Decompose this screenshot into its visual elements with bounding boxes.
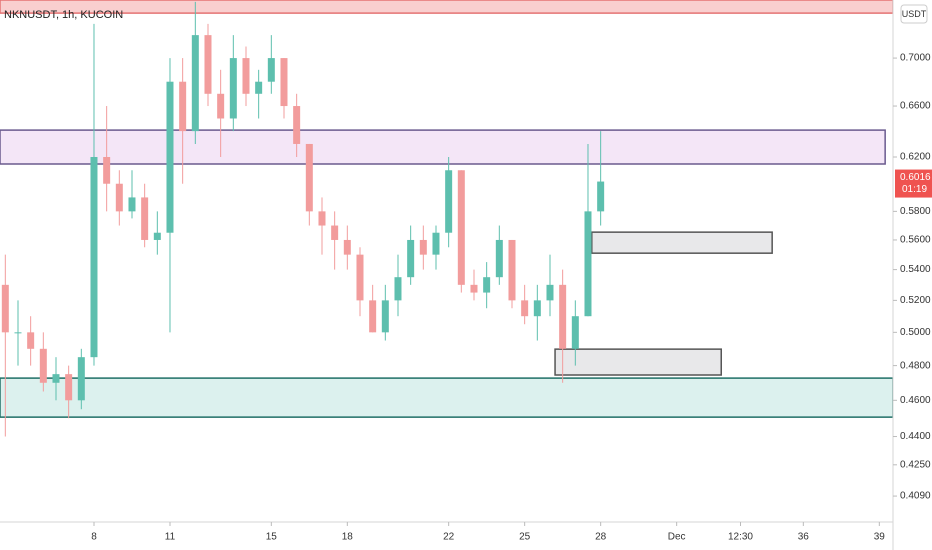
candle-body: [597, 181, 605, 212]
candle-body: [571, 316, 579, 349]
axes: 0.4090 0.4250 0.4400 0.4600 0.4800 0.5000 0.52…: [91, 53, 931, 543]
candle-body: [394, 277, 402, 301]
candle-body: [39, 348, 47, 383]
candle-body: [280, 58, 288, 107]
candle-body: [457, 170, 465, 285]
candle-body: [483, 277, 491, 293]
candle-body: [356, 254, 364, 301]
candle-body: [293, 106, 301, 144]
candle-body: [255, 81, 263, 94]
candle-body: [191, 35, 199, 132]
candle-body: [508, 239, 516, 301]
candle-body: [141, 197, 149, 240]
y-tick-label: 0.4800: [900, 360, 931, 371]
candle-body: [27, 332, 35, 349]
y-tick-label: 0.5200: [900, 295, 931, 306]
currency-badge: [900, 4, 928, 24]
y-tick-label: 0.5600: [900, 235, 931, 246]
candle-body: [305, 143, 313, 212]
x-tick-label: 18: [342, 532, 354, 543]
chart-title: NKNUSDT, 1h, KUCOIN: [4, 9, 123, 21]
y-tick-label: 0.4250: [900, 459, 931, 470]
candle-body: [65, 374, 73, 401]
candle-body: [495, 239, 503, 278]
candle-body: [432, 232, 440, 255]
y-tick-label: 0.4600: [900, 395, 931, 406]
y-tick-label: 0.7000: [900, 53, 931, 64]
zone: [0, 377, 893, 418]
x-tick-label: 11: [165, 532, 176, 543]
x-tick-label: 39: [874, 532, 886, 543]
candle-body: [229, 58, 237, 119]
zone: [554, 348, 722, 376]
y-tick-label: 0.5400: [900, 264, 931, 275]
zone: [591, 231, 773, 254]
x-tick-label: 28: [595, 532, 607, 543]
zone: [0, 129, 886, 165]
candle-body: [521, 300, 529, 317]
candle-body: [267, 58, 275, 82]
y-tick-label: 0.5000: [900, 327, 931, 338]
countdown: 01:19: [902, 184, 927, 195]
candle-body: [343, 239, 351, 255]
zone: [0, 0, 893, 14]
candle-body: [331, 225, 339, 240]
candle-body: [1, 284, 9, 333]
candle-body: [369, 300, 377, 333]
candle-body: [407, 239, 415, 278]
candle-body: [419, 239, 427, 255]
candle-body: [179, 81, 187, 132]
candle-body: [52, 374, 60, 383]
zones: [0, 0, 893, 418]
candle-body: [128, 197, 136, 212]
candle-body: [381, 300, 389, 333]
y-tick-label: 0.4400: [900, 431, 931, 442]
candle-body: [242, 58, 250, 94]
candle-body: [546, 284, 554, 301]
price-badge: [895, 169, 932, 198]
x-tick-label: 8: [91, 532, 97, 543]
y-tick-label: 0.6600: [900, 101, 931, 112]
candle-body: [533, 300, 541, 317]
candle-body: [470, 284, 478, 293]
candle-body: [153, 232, 161, 240]
candle-body: [559, 284, 567, 349]
candles: [1, 1, 605, 437]
x-tick-label: 15: [266, 532, 278, 543]
y-tick-label: 0.5800: [900, 206, 931, 217]
y-tick-label: 0.4090: [900, 491, 931, 502]
candle-body: [217, 93, 225, 119]
x-tick-label: Dec: [668, 532, 686, 543]
candle-body: [318, 211, 326, 226]
candle-body: [77, 357, 85, 401]
x-tick-label: 25: [519, 532, 531, 543]
candle-body: [584, 211, 592, 317]
currency: USDT: [902, 9, 927, 19]
candle-body: [103, 157, 111, 184]
price-value: 0.6016: [900, 172, 931, 183]
x-tick-label: 12:30: [728, 532, 753, 543]
candle-body: [445, 170, 453, 233]
x-tick-label: 36: [798, 532, 810, 543]
candle-body: [90, 157, 98, 358]
x-tick-label: 22: [443, 532, 455, 543]
candle-body: [204, 35, 212, 94]
y-tick-label: 0.6200: [900, 152, 931, 163]
candle-body: [115, 183, 123, 212]
candle-body: [14, 332, 22, 334]
candle-body: [166, 81, 174, 233]
